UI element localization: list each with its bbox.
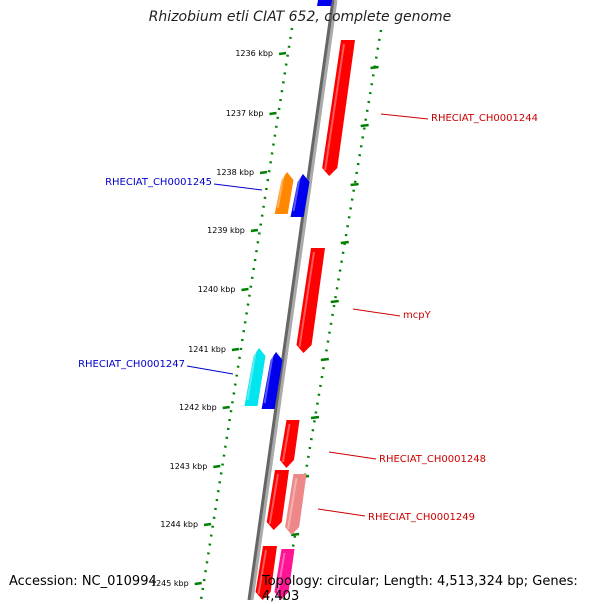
gene-label-leader [380, 113, 429, 120]
accession-text: Accession: NC_010994 [9, 574, 157, 589]
kbp-tick [213, 464, 221, 469]
gene-feature-g1[interactable] [322, 40, 355, 176]
kbp-tick [278, 51, 287, 56]
gene-label-g5[interactable]: RHECIAT_CH0001247 [78, 359, 185, 370]
track-line-inner [199, 27, 294, 600]
kbp-tick-label: 1237 kbp [226, 109, 264, 118]
kbp-tick [231, 347, 240, 352]
gene-feature-highlight [276, 552, 286, 595]
outer-track-tick [320, 357, 329, 362]
gene-feature-highlight [292, 177, 301, 212]
kbp-ticks: 1236 kbp 1237 kbp 1238 kbp 1239 kbp 1240 kbp… [151, 49, 379, 588]
gene-feature-g5[interactable] [244, 348, 266, 406]
gene-feature-g2[interactable] [274, 172, 294, 214]
kbp-tick-label: 1236 kbp [235, 49, 273, 58]
kbp-tick-label: 1242 kbp [179, 403, 217, 412]
kbp-tick-label: 1239 kbp [207, 226, 245, 235]
gene-feature-g10[interactable] [255, 546, 277, 600]
gene-feature-g7[interactable] [279, 420, 300, 468]
genome-backbone [247, 0, 338, 600]
outer-track-tick [330, 299, 339, 304]
gene-feature-g6[interactable] [261, 352, 283, 409]
kbp-tick [194, 581, 202, 586]
kbp-tick [203, 522, 212, 527]
gene-features [244, 40, 355, 600]
outer-track-tick [370, 65, 379, 70]
gene-feature-highlight [324, 43, 345, 171]
gene-feature-highlight [276, 175, 285, 209]
gene-label-leader [213, 183, 263, 191]
outer-track-tick [350, 182, 359, 187]
gene-feature-highlight [287, 477, 298, 530]
gene-feature-g9[interactable] [285, 474, 307, 535]
gene-label-leader [186, 365, 234, 375]
gene-feature-highlight [268, 473, 279, 525]
gene-feature-top-edge [317, 0, 332, 6]
gene-feature-highlight [263, 355, 274, 404]
gene-feature-highlight [281, 423, 291, 463]
gene-label-g1[interactable]: RHECIAT_CH0001244 [431, 113, 538, 124]
kbp-tick-label: 1243 kbp [170, 462, 208, 471]
kbp-tick [222, 405, 230, 410]
kbp-tick [241, 287, 249, 292]
gene-feature-g3[interactable] [290, 174, 310, 217]
kbp-tick-label: 1240 kbp [198, 285, 236, 294]
gene-label-leader [352, 308, 401, 317]
gene-feature-g4[interactable] [296, 248, 325, 353]
outer-track-tick [290, 532, 300, 537]
outer-track-tick [340, 240, 349, 245]
outer-track-tick [360, 123, 369, 128]
backbone-line [247, 0, 335, 600]
track-lines [199, 27, 383, 600]
gene-label-g9[interactable]: RHECIAT_CH0001249 [368, 512, 475, 523]
backbone-shadow [248, 0, 338, 600]
kbp-tick [259, 170, 268, 175]
gene-feature-highlight [246, 351, 257, 401]
genome-title: Rhizobium etli CIAT 652, complete genome [148, 9, 452, 25]
gene-label-g2[interactable]: RHECIAT_CH0001245 [105, 177, 212, 188]
gene-label-g4[interactable]: mcpY [403, 310, 432, 321]
outer-track-tick [310, 415, 320, 420]
kbp-tick-label: 1245 kbp [151, 579, 189, 588]
kbp-tick-label: 1238 kbp [216, 168, 254, 177]
track-line-outer [282, 29, 383, 600]
gene-feature-highlight [257, 549, 267, 595]
gene-feature-g8[interactable] [266, 470, 289, 530]
gene-feature-g11[interactable] [274, 549, 295, 600]
gene-label-leader [317, 508, 366, 517]
kbp-tick-label: 1241 kbp [188, 345, 226, 354]
kbp-tick [250, 228, 259, 233]
kbp-tick [269, 111, 277, 116]
kbp-tick-label: 1244 kbp [160, 520, 198, 529]
gene-label-leader [328, 451, 377, 460]
gene-feature-highlight [298, 251, 315, 348]
gene-labels: RHECIAT_CH0001244 RHECIAT_CH0001245 mcpY RH… [78, 113, 538, 523]
gene-label-g7[interactable]: RHECIAT_CH0001248 [379, 454, 486, 465]
